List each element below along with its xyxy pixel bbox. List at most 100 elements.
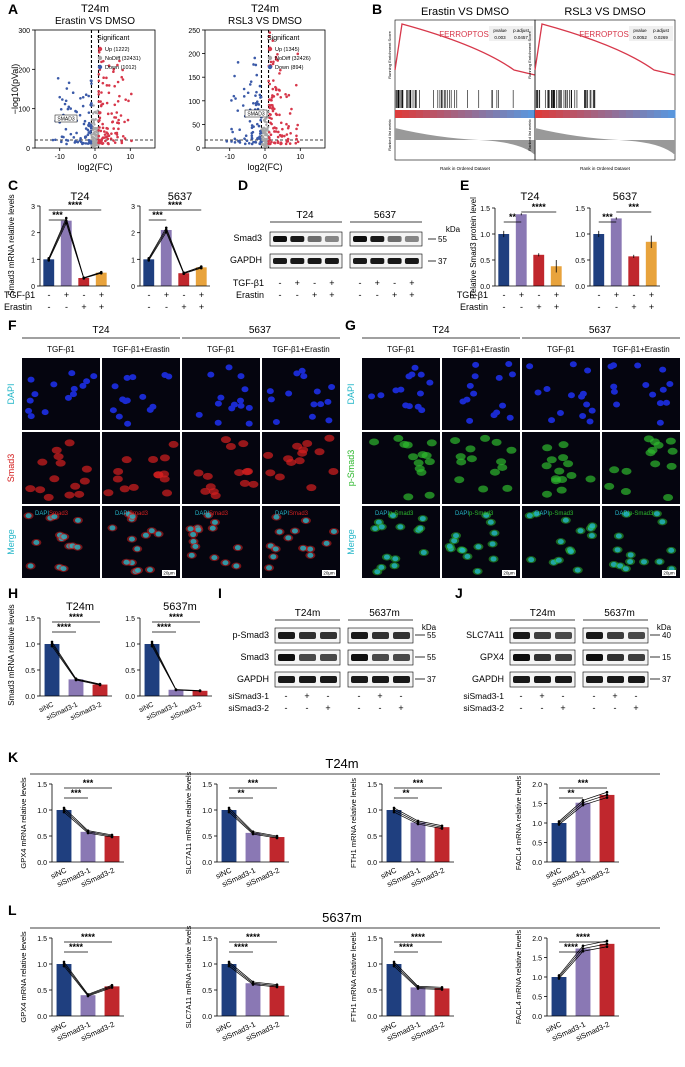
replicate-line (148, 226, 202, 274)
band (320, 676, 337, 683)
nucleus (25, 407, 33, 414)
band (628, 654, 645, 661)
sign: + (392, 290, 397, 300)
rank-gradient (451, 110, 459, 118)
stained-cell (556, 486, 567, 494)
bar (593, 234, 605, 286)
sign: + (649, 290, 654, 300)
gene-label-box (54, 114, 78, 123)
stained-cell (306, 484, 317, 492)
down-point (250, 136, 254, 140)
group-title: T24 (71, 191, 90, 203)
nucleus (139, 393, 147, 400)
down-point (81, 104, 85, 108)
up-point (100, 137, 104, 141)
tick-label: 0.5 (125, 668, 135, 675)
stained-cell (74, 490, 85, 498)
merged-nucleus (266, 565, 273, 571)
nucleus (41, 409, 49, 416)
nodiff-point (97, 131, 100, 134)
down-point (84, 93, 88, 97)
stained-cell (79, 477, 90, 485)
stained-cell (393, 434, 404, 442)
merged-nucleus (323, 540, 330, 546)
up-point (288, 112, 292, 115)
replicate-line (558, 943, 608, 978)
up-point (276, 141, 280, 145)
gsea-title: RSL3 VS DMSO (564, 6, 646, 18)
stained-cell (650, 460, 661, 468)
up-point (106, 132, 109, 135)
x-axis-label: Rank in Ordered Dataset (440, 166, 491, 171)
nucleus (656, 400, 664, 407)
band (299, 676, 316, 683)
condition-label: TGF-β1 (387, 345, 415, 354)
sign: - (306, 703, 309, 713)
merge-tag: DAPI (195, 511, 209, 517)
up-point (269, 103, 273, 107)
up-point (101, 102, 105, 106)
merged-nucleus (372, 526, 379, 532)
bar (195, 267, 207, 286)
nodiff-point (90, 118, 94, 121)
rank-gradient (626, 110, 634, 118)
stained-cell (408, 453, 419, 461)
rank-gradient (647, 110, 655, 118)
bar (168, 689, 184, 696)
stained-cell (265, 469, 276, 477)
nucleus (659, 366, 667, 373)
sign: - (503, 290, 506, 300)
tick-label: 100 (188, 99, 200, 106)
stat-value: 0.003 (494, 35, 506, 40)
merged-nucleus (109, 525, 116, 531)
nodiff-point (261, 142, 265, 146)
micrograph (182, 358, 260, 430)
sig-stars: ** (509, 212, 517, 222)
stained-cell (324, 434, 335, 442)
bar (56, 810, 72, 862)
merged-nucleus (557, 539, 564, 545)
stained-cell (558, 441, 569, 449)
cell-line: T24 (92, 325, 110, 336)
up-point (268, 31, 272, 34)
bar (533, 254, 545, 286)
band-label: GAPDH (230, 255, 262, 265)
band-label: GAPDH (237, 674, 269, 684)
y-axis-label: −log10(pVal) (10, 64, 20, 115)
rank-gradient (402, 110, 410, 118)
nucleus (266, 388, 274, 395)
merged-nucleus (205, 512, 212, 518)
up-point (121, 134, 125, 138)
stat-header: pvalue (493, 28, 507, 33)
nodiff-point (265, 123, 268, 126)
up-point (112, 67, 116, 71)
stained-cell (413, 459, 424, 467)
nodiff-point (263, 118, 266, 122)
tick-label: 250 (188, 28, 200, 35)
nucleus (586, 418, 594, 425)
volcano-subtitle: RSL3 VS DMSO (228, 16, 302, 27)
tick-label: 2 (131, 231, 135, 238)
merged-nucleus (659, 519, 666, 525)
merged-nucleus (195, 527, 202, 533)
band (513, 632, 530, 639)
merge-tag: p-Smad3 (469, 511, 494, 517)
nodiff-point (93, 110, 96, 114)
down-point (234, 97, 237, 100)
replicate-line (558, 797, 608, 825)
nucleus (310, 401, 318, 408)
down-point (241, 104, 245, 107)
nodiff-point (94, 117, 97, 121)
merged-nucleus (389, 512, 396, 518)
replicate-line (48, 219, 102, 279)
up-point (102, 130, 106, 133)
row-label: siSmad3-2 (463, 703, 504, 713)
up-point (121, 78, 125, 81)
up-point (279, 121, 283, 125)
down-point (233, 74, 236, 78)
replicate-line (228, 807, 278, 837)
stained-cell (585, 475, 596, 483)
merged-nucleus (615, 533, 622, 539)
band (387, 236, 402, 242)
